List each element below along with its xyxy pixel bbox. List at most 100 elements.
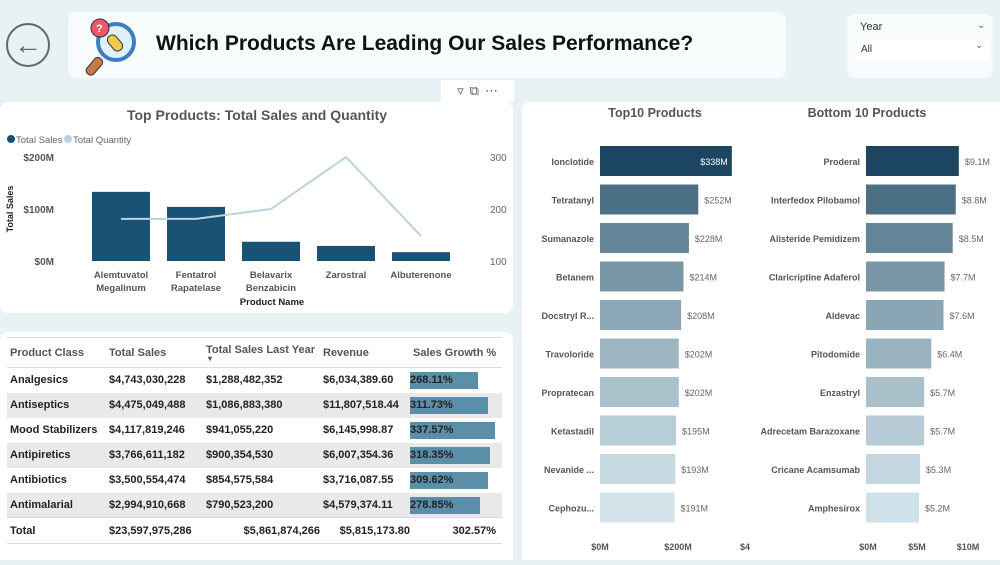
total-cell: Total: [7, 517, 106, 544]
table-row[interactable]: Antiseptics $4,475,049,488 $1,086,883,380 $…: [7, 392, 502, 418]
growth-data-bar: [410, 471, 488, 489]
table-cell: 268.11%: [410, 368, 502, 393]
title-card: ? Which Products Are Leading Our Sales P…: [68, 12, 786, 78]
top-bottom-products-card: Top10 Products Ionclotide $338M Tetratanyl $…: [522, 102, 1000, 560]
data-label: $5.7M: [930, 388, 955, 398]
bar: [866, 377, 925, 407]
svg-text:?: ?: [96, 23, 103, 35]
category-label: Alisteride Pemidizem: [769, 234, 860, 244]
legend-marker-total-sales: [7, 135, 15, 143]
total-row: Total $23,597,975,286 $5,861,874,266 $5,815…: [7, 517, 502, 544]
data-label: $5.3M: [926, 465, 951, 475]
bar: [600, 492, 675, 523]
y2-tick-label: 300: [490, 153, 507, 164]
total-cell: $5,815,173.80: [320, 517, 410, 544]
product-class-table-card: Product Class Total Sales Total Sales Last…: [0, 332, 513, 560]
table-row[interactable]: Antimalarial $2,994,910,668 $790,523,200 $4…: [7, 492, 502, 518]
column-header[interactable]: Total Sales Last Year ▾: [203, 337, 320, 368]
filter-icon[interactable]: ▿: [457, 83, 464, 98]
x-tick-label: Albuterenone: [390, 270, 451, 281]
table-row[interactable]: Mood Stabilizers $4,117,819,246 $941,055,2…: [7, 418, 502, 443]
chevron-down-icon[interactable]: ⌄: [975, 40, 984, 51]
category-label: Adrecetam Barazoxane: [760, 427, 860, 437]
bar: [866, 454, 921, 484]
chart-title: Bottom 10 Products: [808, 106, 927, 120]
bar: [866, 184, 956, 215]
data-label: $6.4M: [937, 350, 962, 360]
y-axis-title: Total Sales: [5, 186, 15, 233]
chart-title: Top Products: Total Sales and Quantity: [127, 107, 387, 123]
bar: [866, 338, 932, 369]
growth-data-bar: [410, 496, 481, 514]
x-tick-label: Megalinum: [96, 283, 146, 294]
table-cell: 309.62%: [410, 468, 502, 493]
y2-tick-label: 200: [490, 205, 507, 216]
bar: [866, 492, 920, 523]
table-cell: 337.57%: [410, 418, 502, 443]
data-label: $202M: [685, 350, 713, 360]
category-label: Claricriptine Adaferol: [769, 273, 860, 283]
category-label: Betanem: [556, 273, 594, 283]
table-row[interactable]: Antipiretics $3,766,611,182 $900,354,530 $6…: [7, 442, 502, 468]
total-cell: 302.57%: [410, 517, 502, 544]
column-header[interactable]: Revenue: [320, 337, 410, 368]
x-tick-label: Zarostral: [326, 270, 367, 281]
category-label: Ionclotide: [552, 157, 595, 167]
table-cell: $4,117,819,246: [109, 424, 185, 436]
table-row[interactable]: Antibiotics $3,500,554,474 $854,575,584 $3,…: [7, 468, 502, 493]
x-tick-label: Alemtuvatol: [94, 270, 148, 281]
chevron-down-icon[interactable]: ⌄: [977, 20, 986, 31]
more-options-icon[interactable]: ⋯: [484, 83, 498, 98]
table-cell: $1,086,883,380: [203, 392, 320, 418]
x-tick-label: Belavarix: [250, 270, 293, 281]
x-tick-label: Rapatelase: [171, 283, 221, 294]
table-cell: $4,475,049,488: [106, 392, 203, 418]
table-cell: Analgesics: [10, 374, 69, 387]
column-header[interactable]: Product Class: [7, 337, 106, 368]
focus-mode-icon[interactable]: ⧉: [469, 83, 479, 98]
column-header[interactable]: Sales Growth %: [410, 337, 502, 368]
bar: [866, 223, 953, 253]
category-label: Cephozu...: [549, 504, 595, 514]
category-label: Propratecan: [541, 388, 594, 398]
x-tick-label: $0M: [591, 542, 609, 552]
data-label: $5.2M: [925, 504, 950, 514]
x-tick-label: Benzabicin: [246, 283, 296, 294]
data-label: $195M: [682, 427, 710, 437]
x-tick-label: $0M: [859, 542, 877, 552]
year-slicer[interactable]: Year ⌄ All ⌄: [847, 14, 993, 78]
line-total-quantity: [121, 155, 422, 237]
y-tick-label: $0M: [35, 257, 54, 268]
table-row[interactable]: Analgesics $4,743,030,228 $1,288,482,352 $6…: [7, 368, 502, 393]
data-label: $9.1M: [965, 157, 990, 167]
data-label: $8.5M: [959, 234, 984, 244]
bar: [866, 415, 925, 446]
y-tick-label: $200M: [23, 153, 54, 164]
category-label: Travoloride: [545, 350, 594, 360]
column-header[interactable]: Total Sales: [106, 337, 203, 368]
table-cell: $4,743,030,228: [109, 374, 186, 387]
table-cell: $790,523,200: [203, 492, 320, 518]
slicer-label: Year: [860, 21, 883, 33]
data-label: $338M: [700, 157, 728, 167]
category-label: Interfedox Pilobamol: [771, 196, 860, 206]
back-button[interactable]: ←: [6, 23, 50, 67]
x-tick-label: Fentatrol: [176, 270, 217, 281]
legend-total-quantity: Total Quantity: [73, 135, 131, 146]
table-cell: $941,055,220: [206, 424, 274, 436]
table-cell: 278.85%: [410, 492, 502, 518]
table-cell: $6,145,998.87: [323, 424, 394, 436]
table-cell: Antipiretics: [7, 442, 106, 468]
x-axis-title: Product Name: [240, 297, 304, 308]
table-cell: Mood Stabilizers: [10, 424, 98, 436]
data-label: $252M: [704, 196, 732, 206]
x-tick-label: $200M: [664, 542, 692, 552]
table-cell: $11,807,518.44: [320, 392, 410, 418]
y2-tick-label: 100: [490, 257, 507, 268]
total-cell: $5,861,874,266: [203, 517, 320, 544]
sort-desc-icon: ▾: [208, 353, 213, 363]
year-dropdown[interactable]: All: [857, 40, 989, 60]
total-cell: $23,597,975,286: [106, 517, 203, 544]
page-title: Which Products Are Leading Our Sales Per…: [156, 32, 694, 55]
table-cell: $6,007,354.36: [320, 442, 410, 468]
